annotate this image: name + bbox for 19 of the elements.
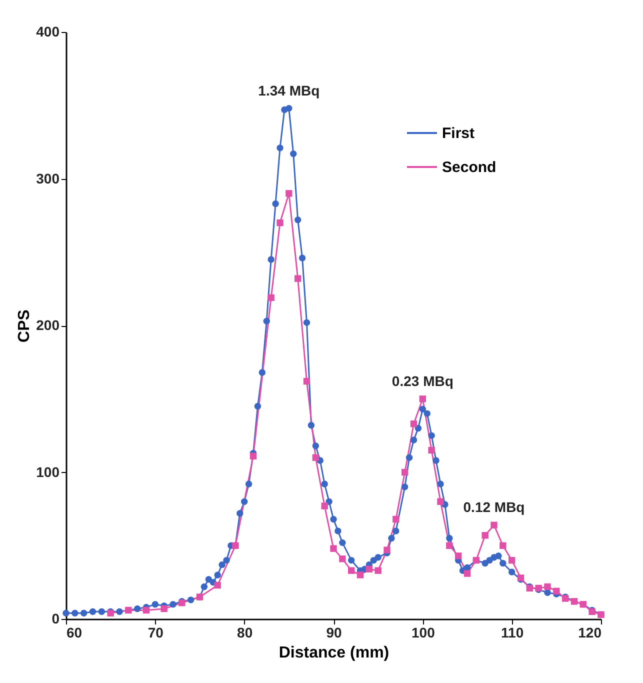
x-tick-label: 100: [411, 624, 436, 640]
x-tick-label: 110: [501, 624, 524, 640]
y-tick-label: 0: [52, 610, 60, 626]
y-tick-label: 100: [36, 464, 60, 480]
y-axis-title: CPS: [16, 309, 34, 342]
annotation: 0.12 MBq: [463, 499, 525, 516]
legend-label: First: [442, 125, 475, 142]
legend-label: Second: [442, 159, 496, 176]
y-tick-label: 200: [36, 317, 60, 333]
y-tick-label: 300: [36, 170, 60, 186]
x-tick-label: 120: [578, 624, 602, 640]
y-tick-label: 400: [36, 24, 60, 40]
annotation: 0.23 MBq: [392, 372, 454, 389]
annotation: 1.34 MBq: [258, 82, 320, 98]
x-tick-label: 70: [148, 624, 164, 640]
x-tick-label: 60: [66, 624, 82, 640]
x-tick-label: 90: [326, 624, 342, 640]
x-axis-title: Distance (mm): [278, 644, 390, 662]
x-tick-label: 80: [237, 624, 253, 640]
